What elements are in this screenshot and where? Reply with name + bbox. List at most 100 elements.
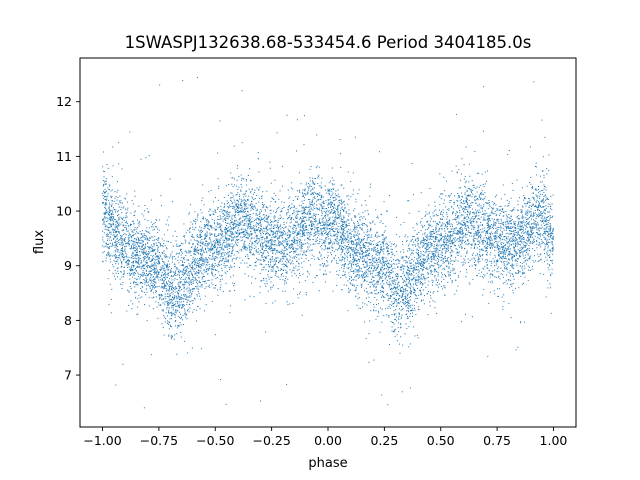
data-point — [345, 211, 347, 213]
data-point — [118, 273, 120, 275]
data-point — [188, 274, 190, 276]
data-point — [293, 252, 295, 254]
data-point — [183, 273, 185, 275]
data-point — [221, 233, 223, 235]
data-point — [176, 305, 178, 307]
data-point — [536, 195, 538, 197]
data-point — [160, 244, 162, 246]
data-point — [515, 287, 517, 289]
data-point — [226, 232, 228, 234]
data-point — [354, 252, 356, 254]
data-point — [464, 186, 466, 188]
data-point — [529, 146, 531, 148]
data-point — [202, 260, 204, 262]
data-point — [130, 270, 132, 272]
data-point — [484, 218, 486, 220]
data-point — [219, 279, 221, 281]
data-point — [317, 227, 319, 229]
data-point — [290, 243, 292, 245]
data-point — [549, 274, 551, 276]
data-point — [465, 206, 467, 208]
data-point — [187, 299, 189, 301]
data-point — [384, 265, 386, 267]
data-point — [239, 210, 241, 212]
data-point — [229, 204, 231, 206]
data-point — [116, 251, 118, 253]
data-point — [408, 245, 410, 247]
data-point — [400, 276, 402, 278]
data-point — [254, 232, 256, 234]
data-point — [353, 235, 355, 237]
data-point — [244, 203, 246, 205]
data-point — [396, 263, 398, 265]
data-point — [506, 215, 508, 217]
data-point — [381, 264, 383, 266]
data-point — [191, 283, 193, 285]
data-point — [435, 209, 437, 211]
data-point — [438, 241, 440, 243]
data-point — [550, 235, 552, 237]
data-point — [413, 305, 415, 307]
data-point — [389, 288, 391, 290]
data-point — [468, 199, 470, 201]
data-point — [359, 245, 361, 247]
data-point — [508, 240, 510, 242]
data-point — [451, 249, 453, 251]
data-point — [148, 258, 150, 260]
data-point — [115, 231, 117, 233]
data-point — [146, 291, 148, 293]
data-point — [546, 217, 548, 219]
data-point — [418, 279, 420, 281]
data-point — [444, 294, 446, 296]
data-point — [270, 231, 272, 233]
data-point — [118, 224, 120, 226]
data-point — [284, 233, 286, 235]
data-point — [217, 294, 219, 296]
data-point — [285, 272, 287, 274]
data-point — [306, 232, 308, 234]
data-point — [524, 267, 526, 269]
data-point — [347, 233, 349, 235]
data-point — [329, 238, 331, 240]
data-point — [311, 193, 313, 195]
data-point — [439, 247, 441, 249]
data-point — [301, 192, 303, 194]
data-point — [162, 302, 164, 304]
data-point — [229, 268, 231, 270]
data-point — [293, 210, 295, 212]
data-point — [108, 189, 110, 191]
data-point — [363, 239, 365, 241]
data-point — [474, 260, 476, 262]
data-point — [251, 233, 253, 235]
data-point — [374, 266, 376, 268]
data-point — [252, 197, 254, 199]
data-point — [254, 231, 256, 233]
data-point — [177, 292, 179, 294]
data-point — [171, 298, 173, 300]
data-point — [147, 242, 149, 244]
data-point — [510, 219, 512, 221]
data-point — [197, 291, 199, 293]
data-point — [181, 274, 183, 276]
data-point — [425, 236, 427, 238]
data-point — [352, 240, 354, 242]
data-point — [206, 240, 208, 242]
data-point — [387, 266, 389, 268]
data-point — [511, 253, 513, 255]
data-point — [199, 262, 201, 264]
data-point — [325, 273, 327, 275]
data-point — [550, 216, 552, 218]
data-point — [480, 249, 482, 251]
data-point — [273, 199, 275, 201]
data-point — [247, 247, 249, 249]
data-point — [180, 298, 182, 300]
data-point — [477, 232, 479, 234]
data-point — [301, 262, 303, 264]
data-point — [351, 239, 353, 241]
data-point — [233, 227, 235, 229]
data-point — [545, 244, 547, 246]
data-point — [169, 318, 171, 320]
data-point — [229, 234, 231, 236]
data-point — [359, 252, 361, 254]
data-point — [530, 213, 532, 215]
